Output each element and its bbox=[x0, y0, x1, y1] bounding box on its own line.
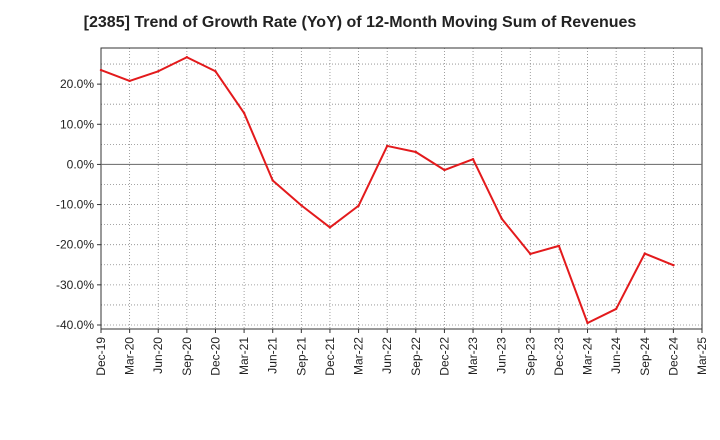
x-tick-label: Sep-20 bbox=[180, 337, 194, 376]
x-tick-label: Dec-20 bbox=[208, 337, 222, 376]
x-tick-labels: Dec-19 Mar-20 Jun-20 Sep-20 Dec-20 Mar-21 Jun-… bbox=[94, 337, 709, 376]
x-tick-label: Jun-22 bbox=[380, 337, 394, 374]
data-point bbox=[385, 144, 389, 148]
x-tick-label: Jun-24 bbox=[609, 337, 623, 374]
data-point bbox=[414, 150, 418, 154]
data-point bbox=[500, 217, 503, 220]
grid bbox=[101, 48, 702, 329]
y-tick-label: 10.0% bbox=[60, 117, 94, 131]
data-point bbox=[529, 252, 532, 256]
data-point bbox=[128, 79, 131, 83]
data-point bbox=[242, 111, 246, 115]
x-tick-label: Sep-23 bbox=[523, 337, 537, 376]
x-tick-label: Mar-23 bbox=[466, 337, 480, 375]
y-tick-label: -10.0% bbox=[56, 198, 94, 212]
x-tick-label: Mar-24 bbox=[581, 337, 595, 375]
x-tick-label: Dec-24 bbox=[666, 337, 680, 376]
axes bbox=[97, 47, 703, 333]
data-point bbox=[99, 68, 103, 72]
data-point bbox=[214, 70, 217, 73]
y-tick-label: 0.0% bbox=[67, 157, 95, 171]
y-tick-label: 20.0% bbox=[60, 77, 94, 91]
x-tick-label: Sep-22 bbox=[409, 337, 423, 376]
x-tick-label: Mar-20 bbox=[123, 337, 137, 375]
data-point bbox=[271, 179, 274, 182]
plot-frame bbox=[100, 47, 703, 330]
data-point bbox=[328, 226, 332, 229]
x-tick-label: Dec-23 bbox=[552, 337, 566, 376]
data-point bbox=[471, 157, 475, 161]
data-point bbox=[300, 204, 303, 207]
x-tick-label: Sep-24 bbox=[638, 337, 652, 376]
series bbox=[99, 56, 675, 325]
y-tick-label: -20.0% bbox=[56, 238, 94, 252]
data-point bbox=[443, 168, 446, 172]
x-tick-label: Jun-23 bbox=[495, 337, 509, 374]
x-tick-label: Dec-19 bbox=[94, 337, 108, 376]
series-line bbox=[100, 56, 675, 324]
x-tick-label: Dec-21 bbox=[323, 337, 337, 376]
data-point bbox=[185, 56, 189, 59]
y-tick-label: -30.0% bbox=[56, 278, 94, 292]
data-point bbox=[586, 321, 589, 325]
data-point bbox=[672, 263, 675, 267]
data-point bbox=[614, 307, 618, 311]
x-tick-label: Jun-21 bbox=[266, 337, 280, 374]
x-tick-label: Mar-25 bbox=[695, 337, 709, 375]
x-tick-label: Mar-21 bbox=[237, 337, 251, 375]
x-tick-label: Jun-20 bbox=[151, 337, 165, 374]
y-tick-labels: 20.0% 10.0% 0.0% -10.0% -20.0% -30.0% -40.0% bbox=[56, 77, 94, 332]
data-point bbox=[157, 70, 160, 73]
data-point bbox=[357, 204, 360, 207]
data-point bbox=[643, 252, 646, 255]
y-tick-label: -40.0% bbox=[56, 318, 94, 332]
data-point bbox=[557, 244, 561, 248]
x-tick-label: Sep-21 bbox=[294, 337, 308, 376]
chart-title: [2385] Trend of Growth Rate (YoY) of 12-… bbox=[83, 14, 637, 31]
x-tick-label: Mar-22 bbox=[352, 337, 366, 375]
x-tick-label: Dec-22 bbox=[437, 337, 451, 376]
